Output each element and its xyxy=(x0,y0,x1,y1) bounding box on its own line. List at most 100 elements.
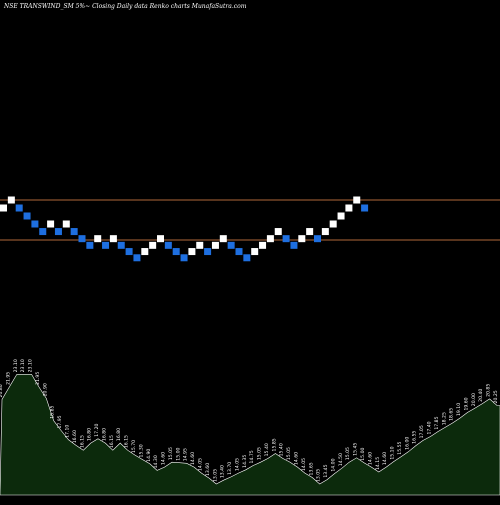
volume-value-label: 14.60 xyxy=(161,452,167,465)
volume-value-label: 14.75 xyxy=(249,450,255,463)
volume-value-label: 20.00 xyxy=(471,393,477,406)
volume-value-label: 13.05 xyxy=(212,469,218,482)
volume-value-label: 15.00 xyxy=(175,447,181,460)
renko-brick xyxy=(141,248,149,256)
volume-value-label: 13.45 xyxy=(323,464,329,477)
volume-value-label: 14.90 xyxy=(146,449,152,462)
volume-value-label: 15.00 xyxy=(360,447,366,460)
volume-value-label: 14.60 xyxy=(190,452,196,465)
volume-value-label: 18.85 xyxy=(50,405,56,418)
renko-brick xyxy=(125,248,133,256)
renko-brick xyxy=(94,235,102,243)
renko-brick xyxy=(353,196,361,204)
renko-brick xyxy=(0,204,7,212)
volume-value-label: 15.45 xyxy=(353,443,359,456)
renko-brick xyxy=(361,204,369,212)
volume-value-label: 17.85 xyxy=(434,416,440,429)
renko-brick xyxy=(259,241,267,249)
volume-value-label: 15.40 xyxy=(264,443,270,456)
volume-value-label: 15.70 xyxy=(131,440,137,453)
volume-value-label: 23.10 xyxy=(13,359,19,372)
renko-brick xyxy=(164,241,172,249)
volume-value-label: 15.10 xyxy=(390,446,396,459)
volume-value-label: 15.85 xyxy=(271,438,277,451)
volume-value-label: 20.85 xyxy=(486,384,492,397)
volume-value-label: 20.80 xyxy=(0,384,4,397)
renko-brick xyxy=(337,212,345,220)
renko-brick xyxy=(235,248,243,256)
volume-value-label: 14.05 xyxy=(197,458,203,471)
volume-value-label: 14.35 xyxy=(242,455,248,468)
volume-value-label: 18.65 xyxy=(449,408,455,421)
volume-value-label: 13.05 xyxy=(316,469,322,482)
renko-brick xyxy=(329,220,337,228)
renko-brick xyxy=(180,254,188,262)
volume-value-label: 15.05 xyxy=(345,447,351,460)
volume-value-label: 17.10 xyxy=(64,425,70,438)
volume-value-label: 23.10 xyxy=(28,359,34,372)
renko-brick xyxy=(204,248,212,256)
volume-value-label: 16.15 xyxy=(79,435,85,448)
renko-brick xyxy=(39,228,47,236)
renko-brick xyxy=(62,220,70,228)
renko-brick xyxy=(133,254,141,262)
volume-value-label: 20.40 xyxy=(478,389,484,402)
renko-brick xyxy=(172,248,180,256)
renko-brick xyxy=(86,241,94,249)
renko-brick xyxy=(243,254,251,262)
volume-value-label: 15.05 xyxy=(257,447,263,460)
volume-value-label: 21.95 xyxy=(5,372,11,385)
volume-value-label: 20.90 xyxy=(42,383,48,396)
volume-value-label: 16.55 xyxy=(412,431,418,444)
renko-brick xyxy=(211,241,219,249)
renko-brick xyxy=(157,235,164,243)
renko-brick xyxy=(306,228,314,236)
renko-brick xyxy=(196,241,204,249)
renko-brick xyxy=(314,235,321,243)
volume-value-label: 15.05 xyxy=(168,447,174,460)
renko-brick xyxy=(102,241,110,249)
volume-value-label: 16.00 xyxy=(404,437,410,450)
volume-value-label: 19.10 xyxy=(456,403,462,416)
volume-area xyxy=(0,374,500,496)
volume-value-label: 14.15 xyxy=(375,457,381,470)
volume-value-label: 17.40 xyxy=(427,421,433,434)
renko-brick xyxy=(117,241,125,249)
volume-value-label: 20.25 xyxy=(493,390,499,403)
volume-value-label: 16.80 xyxy=(101,428,107,441)
renko-brick xyxy=(149,241,157,249)
renko-brick xyxy=(7,196,15,204)
renko-brick xyxy=(345,204,353,212)
volume-value-label: 15.05 xyxy=(286,447,292,460)
renko-brick xyxy=(219,235,227,243)
volume-value-label: 14.30 xyxy=(153,455,159,468)
volume-value-label: 14.50 xyxy=(338,453,344,466)
volume-value-label: 13.60 xyxy=(205,463,211,476)
renko-brick xyxy=(23,212,31,220)
volume-value-label: 14.05 xyxy=(301,458,307,471)
renko-brick xyxy=(290,241,298,249)
renko-brick xyxy=(31,220,39,228)
volume-value-label: 17.05 xyxy=(419,425,425,438)
volume-value-label: 14.60 xyxy=(382,452,388,465)
renko-brick xyxy=(15,204,23,212)
volume-value-label: 23.10 xyxy=(20,359,26,372)
volume-area-path xyxy=(0,374,500,496)
volume-value-label: 15.55 xyxy=(397,441,403,454)
renko-brick xyxy=(70,228,78,236)
volume-value-label: 18.25 xyxy=(441,412,447,425)
volume-value-label: 14.05 xyxy=(234,458,240,471)
volume-value-label: 15.40 xyxy=(279,443,285,456)
volume-value-label: 17.95 xyxy=(57,415,63,428)
renko-brick xyxy=(251,248,259,256)
volume-value-label: 14.00 xyxy=(330,458,336,471)
volume-value-label: 13.65 xyxy=(308,462,314,475)
renko-brick xyxy=(266,235,274,243)
renko-brick xyxy=(227,241,235,249)
volume-value-label: 16.80 xyxy=(87,428,93,441)
volume-value-label: 16.60 xyxy=(72,430,78,443)
volume-value-label: 16.15 xyxy=(109,435,115,448)
